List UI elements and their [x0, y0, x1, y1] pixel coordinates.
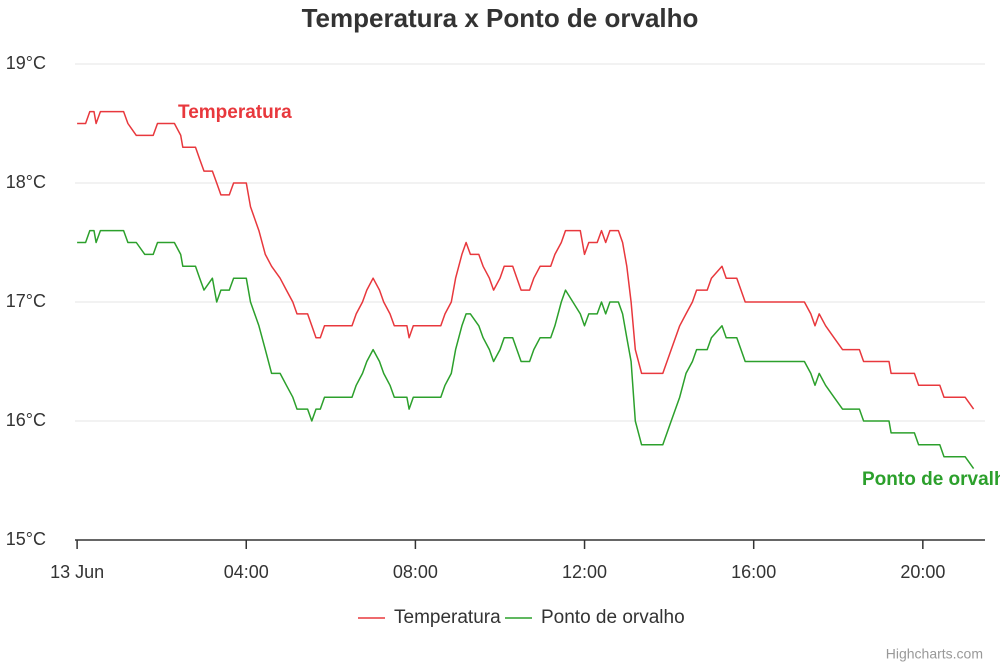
- x-tick-label: 08:00: [393, 562, 438, 582]
- chart-title: Temperatura x Ponto de orvalho: [302, 3, 699, 33]
- series-label: Temperatura: [178, 102, 292, 123]
- series-line: [77, 110, 975, 410]
- x-tick-label: 04:00: [224, 562, 269, 582]
- y-tick-label: 17°C: [6, 291, 46, 311]
- credits: Highcharts.com: [886, 646, 983, 662]
- y-tick-label: 18°C: [6, 172, 46, 192]
- legend-label: Ponto de orvalho: [541, 607, 685, 628]
- y-tick-label: 15°C: [6, 529, 46, 549]
- x-tick-label: 20:00: [900, 562, 945, 582]
- x-tick-label: 16:00: [731, 562, 776, 582]
- legend-label: Temperatura: [394, 607, 501, 628]
- x-tick-label: 13 Jun: [50, 562, 104, 582]
- series-line: [77, 229, 975, 470]
- y-tick-label: 16°C: [6, 410, 46, 430]
- y-tick-label: 19°C: [6, 53, 46, 73]
- series-label: Ponto de orvalho: [862, 469, 1000, 490]
- x-tick-label: 12:00: [562, 562, 607, 582]
